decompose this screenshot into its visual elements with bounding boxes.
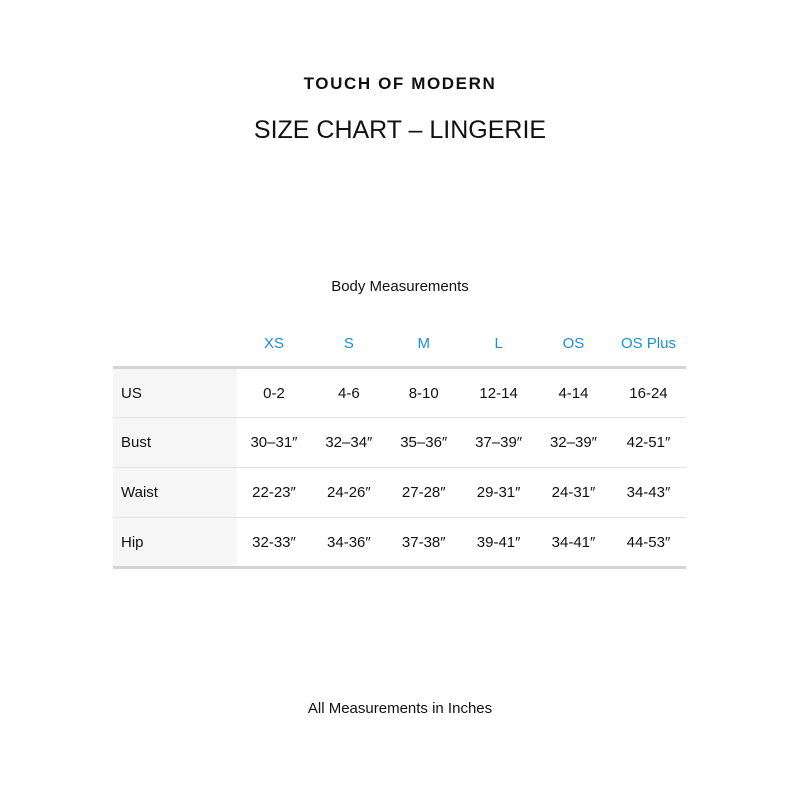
table-cell: 34-41″ xyxy=(551,533,596,551)
table-cell: 22-23″ xyxy=(252,484,296,501)
row-label: Bust xyxy=(113,417,237,468)
column-header: XS xyxy=(263,334,284,352)
table-cell: 37–39″ xyxy=(475,434,523,451)
table-cell: 34-36″ xyxy=(327,533,371,551)
table-cell: 29-31″ xyxy=(476,484,521,501)
row-label: Hip xyxy=(113,517,237,568)
table-cell: 32–39″ xyxy=(549,434,597,451)
column-header: OS Plus xyxy=(620,334,676,352)
page-title: SIZE CHART – LINGERIE xyxy=(253,116,547,144)
table-cell: 12-14 xyxy=(479,384,518,402)
size-chart-table: XS S M L OS OS Plus US 0-2 4-6 8-10 12-14 4-1… xyxy=(113,320,686,569)
table-row: Hip 32-33″ 34-36″ 37-38″ 39-41″ 34-41″ 44-53″ xyxy=(113,517,686,568)
table-cell: 44-53″ xyxy=(626,533,671,551)
table-cell: 37-38″ xyxy=(401,533,446,551)
row-label: US xyxy=(113,367,237,418)
table-cell: 4-6 xyxy=(338,384,360,402)
table-row: US 0-2 4-6 8-10 12-14 4-14 16-24 xyxy=(113,367,686,418)
table-cell: 24-26″ xyxy=(327,484,371,501)
table-cell: 4-14 xyxy=(558,384,589,402)
table-cell: 39-41″ xyxy=(476,533,521,551)
table-cell: 8-10 xyxy=(408,384,439,402)
table-cell: 16-24 xyxy=(629,384,668,402)
table-cell: 42-51″ xyxy=(626,434,671,451)
table-cell: 0-2 xyxy=(263,384,285,402)
column-header: M xyxy=(417,334,430,352)
brand-logo: TOUCH OF MODERN xyxy=(303,74,497,93)
row-label: Waist xyxy=(113,467,237,518)
footer-note: All Measurements in Inches xyxy=(307,700,493,717)
table-cell: 27-28″ xyxy=(401,484,446,501)
corner-cell xyxy=(113,320,237,368)
table-cell: 30–31″ xyxy=(250,434,298,451)
table-cell: 32–34″ xyxy=(325,434,373,451)
table-row: Bust 30–31″ 32–34″ 35–36″ 37–39″ 32–39″ 42-51″ xyxy=(113,417,686,468)
column-header: S xyxy=(343,334,354,352)
column-header: OS xyxy=(562,334,585,352)
table-cell: 32-33″ xyxy=(252,533,296,551)
table-cell: 34-43″ xyxy=(626,484,671,501)
table-cell: 35–36″ xyxy=(400,434,448,451)
table-cell: 24-31″ xyxy=(551,484,596,501)
table-caption: Body Measurements xyxy=(331,278,469,295)
table-row: Waist 22-23″ 24-26″ 27-28″ 29-31″ 24-31″ 34-43… xyxy=(113,467,686,518)
header-row: XS S M L OS OS Plus xyxy=(113,320,686,368)
column-header: L xyxy=(494,334,503,352)
